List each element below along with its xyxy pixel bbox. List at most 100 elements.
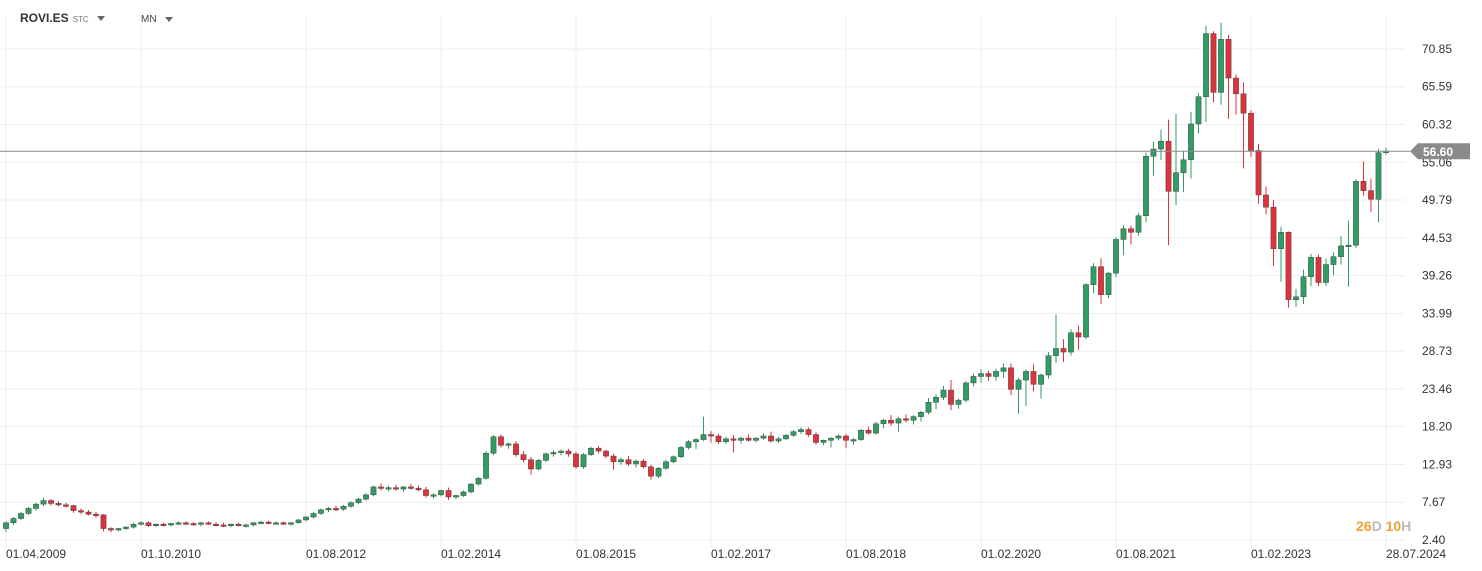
candle: [550, 450, 557, 457]
candle-body: [1075, 332, 1082, 338]
candle: [348, 501, 354, 508]
candle: [295, 519, 302, 524]
x-tick-label: 01.02.2017: [711, 547, 771, 561]
candle: [813, 432, 819, 445]
candle: [918, 410, 924, 422]
candle-body: [1090, 266, 1097, 285]
candle-body: [1293, 296, 1299, 300]
candle: [453, 494, 459, 500]
candle: [1225, 34, 1232, 119]
candlestick-series: [3, 22, 1389, 533]
candle-body: [408, 486, 414, 489]
candle-body: [220, 524, 227, 527]
candle-body: [160, 523, 167, 526]
candle-body: [1150, 148, 1157, 157]
candle-body: [505, 443, 512, 446]
candle-body: [978, 373, 984, 377]
candle: [273, 521, 279, 525]
candle: [1330, 252, 1337, 276]
candle: [303, 515, 309, 522]
candle-body: [985, 373, 992, 377]
candle: [970, 373, 977, 387]
candle-body: [850, 439, 857, 442]
candle: [663, 459, 669, 470]
candle: [940, 385, 947, 401]
candle-body: [205, 522, 212, 525]
chart-toolbar: ROVI.ES STC MN: [0, 0, 1482, 34]
grid-lines: [0, 16, 1405, 548]
candle-body: [1060, 348, 1067, 353]
candle-body: [10, 518, 17, 524]
candle: [858, 428, 864, 442]
candle: [843, 433, 849, 449]
candle: [265, 520, 272, 525]
candle-body: [1180, 159, 1187, 173]
candle: [1345, 220, 1352, 287]
candle-body: [445, 490, 452, 498]
candle-body: [393, 487, 399, 490]
candle-body: [1008, 367, 1014, 390]
candle-body: [475, 478, 482, 485]
candle: [33, 502, 39, 511]
candle: [618, 457, 624, 465]
candle-body: [1128, 228, 1134, 233]
candle: [490, 435, 497, 456]
candle-body: [228, 523, 234, 526]
candle-body: [715, 435, 722, 442]
candle-body: [790, 431, 797, 436]
candle-body: [1015, 379, 1022, 390]
candle: [1120, 225, 1127, 256]
y-tick-label: 2.40: [1422, 533, 1446, 547]
candle-body: [213, 523, 219, 526]
candle: [933, 394, 939, 410]
candle: [595, 446, 602, 454]
candle: [1375, 149, 1382, 223]
x-tick-label: 01.10.2010: [141, 547, 201, 561]
candle: [1105, 271, 1112, 299]
candle: [288, 522, 294, 526]
candle: [865, 426, 872, 435]
candle: [325, 507, 332, 513]
candle-body: [558, 450, 564, 453]
candle: [483, 451, 489, 480]
symbol-selector[interactable]: ROVI.ES STC: [20, 11, 105, 25]
candle-body: [940, 389, 947, 398]
candle-body: [1300, 276, 1307, 298]
candle-body: [610, 455, 617, 463]
candle: [498, 434, 504, 448]
candle-body: [543, 453, 549, 461]
candle: [63, 502, 69, 508]
x-tick-label: 01.08.2018: [846, 547, 906, 561]
candle-body: [1053, 348, 1059, 356]
candle-body: [18, 513, 24, 519]
candle-body: [963, 382, 969, 401]
candle: [1098, 258, 1104, 304]
candle-body: [535, 460, 542, 470]
candle-body: [33, 503, 39, 509]
candle-body: [843, 435, 849, 441]
candle: [963, 381, 969, 403]
candle-body: [138, 522, 144, 525]
caret-down-icon[interactable]: [164, 16, 173, 22]
candle-body: [1098, 266, 1104, 295]
candle-body: [648, 466, 654, 477]
candle-body: [993, 371, 999, 377]
candle: [768, 431, 774, 443]
candle: [783, 433, 789, 441]
caret-down-icon[interactable]: [96, 16, 105, 22]
y-tick-label: 39.26: [1422, 269, 1452, 283]
candle-body: [573, 453, 579, 468]
candle-body: [3, 522, 9, 529]
candle: [1083, 283, 1089, 340]
candle: [738, 436, 744, 444]
candle-body: [145, 522, 152, 526]
y-tick-label: 65.59: [1422, 80, 1452, 94]
candle: [1315, 254, 1322, 287]
candle: [1233, 74, 1239, 115]
candle-body: [565, 450, 572, 455]
candle: [415, 485, 422, 492]
candle: [370, 485, 377, 497]
candle-body: [183, 522, 189, 525]
timeframe-selector[interactable]: MN: [141, 14, 173, 25]
